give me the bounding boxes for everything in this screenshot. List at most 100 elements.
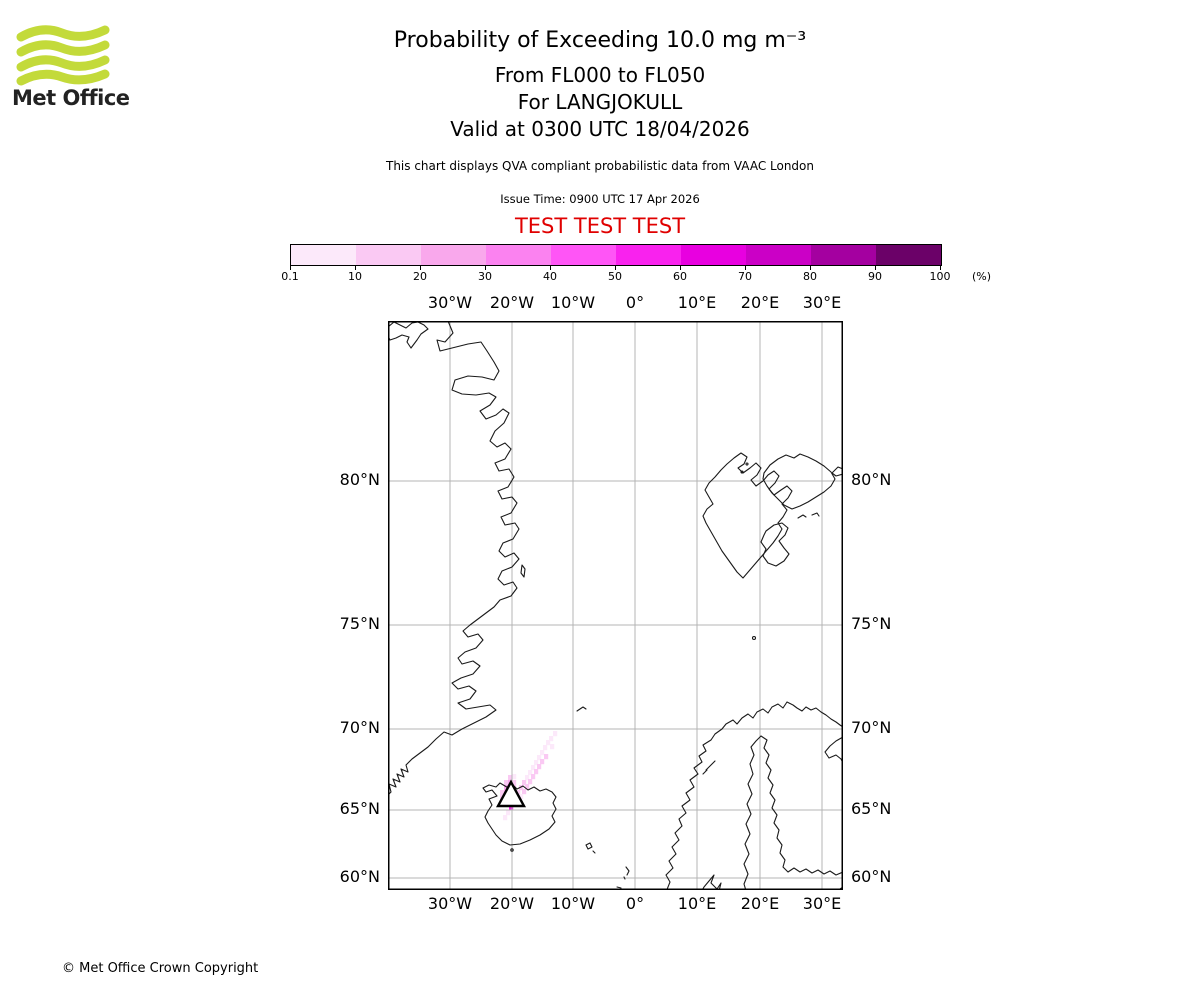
lat-label-right: 60°N (851, 867, 892, 886)
met-office-logo-text: Met Office (12, 86, 130, 110)
lon-label-top: 30°E (802, 293, 842, 312)
plume-cell (506, 810, 511, 816)
plume-cell (540, 750, 545, 756)
plume-cell (540, 759, 545, 765)
colorbar-tickmark (745, 266, 746, 270)
colorbar-tickmark (810, 266, 811, 270)
coast-norway (665, 701, 843, 890)
colorbar-tickmark (355, 266, 356, 270)
lon-label-top: 30°W (427, 293, 473, 312)
colorbar-tickmark (485, 266, 486, 270)
plume-cell (553, 731, 558, 737)
coast-jan-mayen (576, 706, 587, 712)
plume-cell (525, 784, 530, 790)
plume-cell (512, 780, 517, 786)
coast-nordaustlandet (762, 453, 836, 510)
coast-faroe-islands (585, 842, 596, 854)
plume-cell (544, 754, 549, 760)
colorbar-segment (551, 245, 616, 265)
colorbar-tickmark (615, 266, 616, 270)
subtitle-volcano: For LANGJOKULL (517, 90, 683, 114)
colorbar-unit: (%) (972, 270, 992, 283)
plume-cell (504, 780, 509, 786)
plume-cell (537, 764, 542, 770)
issue-time: Issue Time: 0900 UTC 17 Apr 2026 (500, 192, 700, 206)
plume-cell (512, 774, 517, 780)
colorbar-tick-label: 90 (868, 270, 882, 283)
lat-label-right: 70°N (851, 718, 892, 737)
plume-cell (519, 794, 524, 800)
colorbar-segment (486, 245, 551, 265)
plume-cell (531, 774, 536, 780)
lon-label-top: 0° (625, 293, 645, 312)
plume-cell (525, 775, 530, 781)
lat-label-left: 80°N (339, 470, 380, 489)
plume-cell (522, 789, 527, 795)
coast-south-norway (701, 874, 722, 890)
coast-iceland-islet (510, 848, 514, 852)
lon-label-bottom: 30°E (802, 894, 842, 913)
colorbar-segment (811, 245, 876, 265)
coast-bear-island (751, 635, 757, 641)
lon-label-bottom: 20°E (740, 894, 780, 913)
coast-svalbard-islet-1 (745, 462, 749, 466)
colorbar-tick-label: 10 (348, 270, 362, 283)
met-office-logo (14, 24, 114, 116)
coast-lofoten (702, 760, 716, 775)
lat-label-left: 70°N (339, 718, 380, 737)
qva-note: This chart displays QVA compliant probab… (386, 159, 814, 173)
colorbar-segment (356, 245, 421, 265)
volcano-marker (495, 779, 527, 808)
colorbar-segment (421, 245, 486, 265)
lat-label-right: 80°N (851, 470, 892, 489)
plume-cell (537, 755, 542, 761)
coast-white-sea (824, 736, 843, 764)
coast-orkney (616, 886, 622, 889)
coastlines (388, 321, 843, 890)
lon-label-bottom: 0° (625, 894, 645, 913)
plume-cell (500, 790, 505, 796)
plume-cell (503, 815, 508, 821)
coast-edgeoya (760, 522, 790, 567)
colorbar-tickmark (875, 266, 876, 270)
plume-cell (549, 736, 554, 742)
colorbar-segment (681, 245, 746, 265)
coast-svalbard-islet-2 (740, 470, 744, 474)
colorbar-tick-label: 70 (738, 270, 752, 283)
plume-cell (528, 779, 533, 785)
coast-kong-karls-land (797, 512, 820, 519)
coast-greenland-corner (388, 321, 429, 349)
graticule-gridlines (388, 321, 843, 890)
lat-label-left: 65°N (339, 799, 380, 818)
map-area (388, 321, 843, 890)
lat-label-left: 60°N (339, 867, 380, 886)
colorbar-tickmark (550, 266, 551, 270)
test-banner: TEST TEST TEST (514, 214, 686, 238)
lon-label-top: 20°E (740, 293, 780, 312)
colorbar-tickmark (290, 266, 291, 270)
lat-label-right: 75°N (851, 614, 892, 633)
colorbar-segment (616, 245, 681, 265)
plume-cell (546, 740, 551, 746)
colorbar-tickmark (940, 266, 941, 270)
colorbar-segment (746, 245, 811, 265)
coast-franz-josef-fragment (831, 466, 843, 477)
plume-cell (522, 780, 527, 786)
coast-bothnia-finland (743, 735, 843, 890)
probability-colorbar (290, 244, 942, 266)
lon-label-top: 10°E (677, 293, 717, 312)
colorbar-tick-label: 80 (803, 270, 817, 283)
lat-label-right: 65°N (851, 799, 892, 818)
map-frame (388, 321, 843, 890)
lon-label-bottom: 30°W (427, 894, 473, 913)
subtitle-valid-time: Valid at 0300 UTC 18/04/2026 (450, 117, 750, 141)
colorbar-tick-label: 20 (413, 270, 427, 283)
copyright-text: © Met Office Crown Copyright (62, 961, 259, 976)
plume-cell (519, 785, 524, 791)
coast-spitsbergen (702, 452, 793, 579)
lon-label-bottom: 20°W (489, 894, 535, 913)
colorbar-tick-label: 30 (478, 270, 492, 283)
subtitle-flight-levels: From FL000 to FL050 (494, 63, 706, 87)
plume-cell (550, 744, 555, 750)
